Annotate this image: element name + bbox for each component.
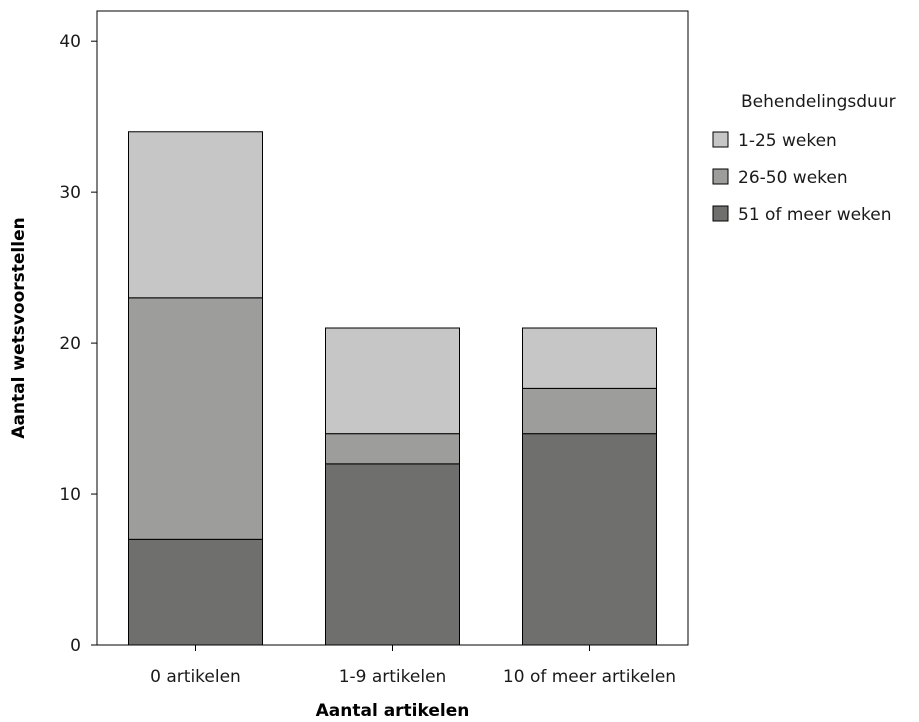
y-axis-title: Aantal wetsvoorstellen bbox=[9, 217, 29, 438]
y-tick-label: 40 bbox=[59, 32, 81, 52]
bar-1-9-artikelen-26-50-weken bbox=[325, 433, 460, 465]
bar-0-artikelen-51-of-meer-weken bbox=[128, 538, 263, 646]
bar-10-of-meer-artikelen-26-50-weken bbox=[522, 387, 657, 435]
legend-title: Behendelingsduur bbox=[741, 92, 896, 112]
y-tick-label: 10 bbox=[59, 485, 81, 505]
legend-swatch-1-25-weken bbox=[712, 131, 729, 148]
x-axis-title: Aantal artikelen bbox=[316, 701, 470, 721]
y-tick-label: 30 bbox=[59, 183, 81, 203]
bar-10-of-meer-artikelen-1-25-weken bbox=[522, 327, 657, 389]
legend-swatch-26-50-weken bbox=[712, 168, 729, 185]
bar-1-9-artikelen-51-of-meer-weken bbox=[325, 463, 460, 646]
bar-0-artikelen-26-50-weken bbox=[128, 297, 263, 540]
x-tick-label: 1-9 artikelen bbox=[339, 667, 447, 687]
x-axis-tick-labels: 0 artikelen 1-9 artikelen 10 of meer artik… bbox=[150, 645, 676, 687]
legend-label-1-25-weken: 1-25 weken bbox=[738, 131, 837, 151]
bars bbox=[128, 131, 657, 646]
legend-label-51-of-meer-weken: 51 of meer weken bbox=[738, 205, 892, 225]
y-axis-ticks: 0 10 20 30 40 bbox=[59, 32, 97, 656]
bar-0-artikelen-1-25-weken bbox=[128, 131, 263, 299]
legend: Behendelingsduur 1-25 weken 26-50 weken 51… bbox=[712, 92, 896, 225]
y-tick-label: 0 bbox=[70, 636, 81, 656]
x-tick-label: 10 of meer artikelen bbox=[503, 667, 676, 687]
bar-10-of-meer-artikelen-51-of-meer-weken bbox=[522, 433, 657, 646]
y-tick-label: 20 bbox=[59, 334, 81, 354]
x-tick-label: 0 artikelen bbox=[150, 667, 241, 687]
legend-label-26-50-weken: 26-50 weken bbox=[738, 168, 848, 188]
legend-swatch-51-of-meer-weken bbox=[712, 205, 729, 222]
bar-1-9-artikelen-1-25-weken bbox=[325, 327, 460, 435]
